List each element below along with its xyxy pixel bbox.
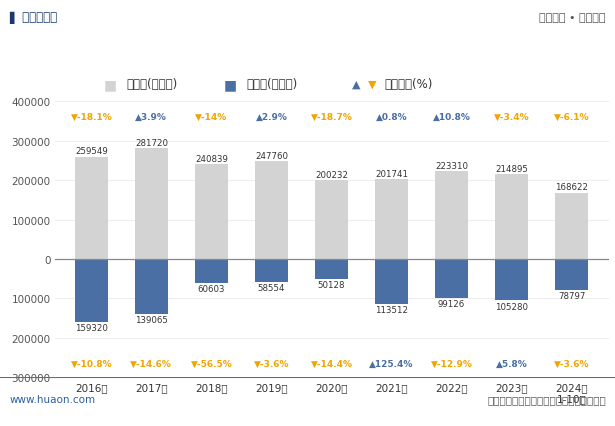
Text: 同比增长(%): 同比增长(%) <box>384 78 433 91</box>
Text: 58554: 58554 <box>258 284 285 293</box>
Text: 240839: 240839 <box>195 154 228 163</box>
Text: 214895: 214895 <box>495 164 528 173</box>
Text: ▼-14.4%: ▼-14.4% <box>311 360 352 368</box>
Text: ▲125.4%: ▲125.4% <box>370 360 414 368</box>
Text: 专业严谨 • 客观科学: 专业严谨 • 客观科学 <box>539 13 606 23</box>
Text: ▼-3.6%: ▼-3.6% <box>254 360 289 368</box>
Text: 247760: 247760 <box>255 152 288 161</box>
Text: www.huaon.com: www.huaon.com <box>9 394 95 404</box>
Bar <box>75 259 108 322</box>
Text: ▼-18.1%: ▼-18.1% <box>71 113 113 122</box>
Bar <box>75 157 108 259</box>
Bar <box>555 193 588 259</box>
Text: ▲3.9%: ▲3.9% <box>135 113 167 122</box>
Bar <box>255 259 288 282</box>
Text: 2016-2024年10月丹东市(境内目的地/货源地)进、出口额: 2016-2024年10月丹东市(境内目的地/货源地)进、出口额 <box>152 43 463 58</box>
Text: ▼-12.9%: ▼-12.9% <box>430 360 472 368</box>
Text: ▼-14.6%: ▼-14.6% <box>130 360 172 368</box>
Text: ▲10.8%: ▲10.8% <box>432 113 470 122</box>
Text: ▼-10.8%: ▼-10.8% <box>71 360 112 368</box>
Text: 168622: 168622 <box>555 183 588 192</box>
Text: 进口额(万美元): 进口额(万美元) <box>246 78 297 91</box>
Text: 105280: 105280 <box>495 302 528 311</box>
Text: ▼-14%: ▼-14% <box>196 113 228 122</box>
Text: ▲5.8%: ▲5.8% <box>496 360 528 368</box>
Text: ▼-3.6%: ▼-3.6% <box>554 360 589 368</box>
Bar <box>315 259 348 279</box>
Text: 139065: 139065 <box>135 315 168 324</box>
Text: 99126: 99126 <box>438 299 465 308</box>
Text: ▲2.9%: ▲2.9% <box>255 113 287 122</box>
Text: ■: ■ <box>104 78 117 92</box>
Bar <box>135 149 168 259</box>
Text: 数据来源：中国海关，华经产业研究院整理: 数据来源：中国海关，华经产业研究院整理 <box>487 394 606 404</box>
Text: 113512: 113512 <box>375 305 408 314</box>
Bar <box>375 180 408 259</box>
Bar <box>435 259 468 298</box>
Text: 出口额(万美元): 出口额(万美元) <box>126 78 177 91</box>
Text: 223310: 223310 <box>435 161 468 170</box>
Bar <box>375 259 408 304</box>
Bar <box>255 162 288 259</box>
Bar <box>315 181 348 259</box>
Bar <box>195 259 228 283</box>
Text: 60603: 60603 <box>197 285 225 294</box>
Text: ▼-3.4%: ▼-3.4% <box>494 113 530 122</box>
Text: ▲0.8%: ▲0.8% <box>376 113 407 122</box>
Text: 201741: 201741 <box>375 170 408 178</box>
Text: ▼-56.5%: ▼-56.5% <box>191 360 232 368</box>
Text: ▼-6.1%: ▼-6.1% <box>554 113 589 122</box>
Text: 200232: 200232 <box>315 170 348 179</box>
Text: 259549: 259549 <box>75 147 108 156</box>
Text: ▼: ▼ <box>368 80 376 90</box>
Text: 281720: 281720 <box>135 138 168 147</box>
Text: 78797: 78797 <box>558 291 585 300</box>
Bar <box>195 165 228 259</box>
Text: ▲: ▲ <box>352 80 361 90</box>
Text: 50128: 50128 <box>318 280 345 289</box>
Text: ▌ 华经情报网: ▌ 华经情报网 <box>9 11 57 24</box>
Text: ■: ■ <box>224 78 237 92</box>
Text: 159320: 159320 <box>75 323 108 332</box>
Bar <box>555 259 588 290</box>
Bar <box>435 172 468 259</box>
Text: ▼-18.7%: ▼-18.7% <box>311 113 352 122</box>
Bar <box>495 175 528 259</box>
Bar <box>135 259 168 314</box>
Bar <box>495 259 528 301</box>
